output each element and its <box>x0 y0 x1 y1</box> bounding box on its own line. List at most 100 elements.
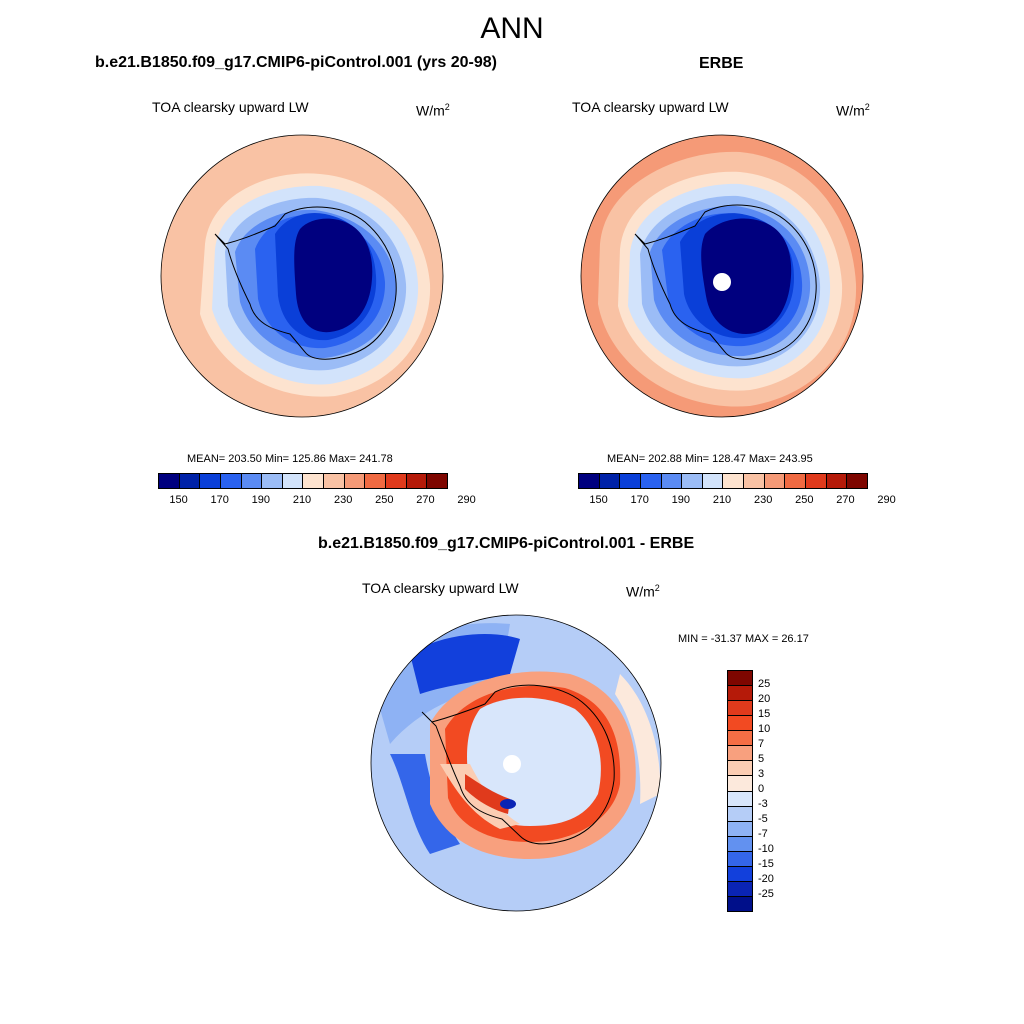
colorbar-swatch <box>728 896 752 911</box>
panel-2-variable: TOA clearsky upward LW <box>572 99 729 115</box>
antarctic-coastline <box>421 684 615 845</box>
colorbar-swatch <box>785 474 807 488</box>
colorbar-tick-label: -10 <box>758 843 774 855</box>
colorbar-swatch <box>262 474 283 488</box>
colorbar-tick-label: 150 <box>169 494 188 506</box>
colorbar-swatch <box>386 474 407 488</box>
colorbar-swatch <box>764 474 786 488</box>
panel-3-units: W/m2 <box>626 583 660 600</box>
panel-3-polar-map <box>370 614 662 912</box>
colorbar-swatch <box>728 821 752 837</box>
colorbar-tick-label: 20 <box>758 693 771 705</box>
colorbar-tick-label: 3 <box>758 768 765 780</box>
colorbar-tick-label: 190 <box>671 494 691 506</box>
colorbar-tick-label: 270 <box>836 494 855 506</box>
panel-2-stats: MEAN= 202.88 Min= 128.47 Max= 243.95 <box>607 453 813 465</box>
panel-1-title: b.e21.B1850.f09_g17.CMIP6-piControl.001 … <box>95 54 497 71</box>
panel-2-units: W/m2 <box>836 102 870 119</box>
panel-1-colorbar-ticks: 150 170 190 210 230 250 270 290 <box>158 494 475 508</box>
colorbar-swatch <box>620 474 641 488</box>
antarctic-coastline <box>634 204 817 360</box>
colorbar-tick-label: -20 <box>758 873 774 885</box>
diff-pos-spot <box>465 774 510 814</box>
colorbar-swatch <box>728 776 752 792</box>
colorbar-tick-label: 170 <box>630 494 649 506</box>
colorbar-tick-label: 170 <box>210 494 229 506</box>
colorbar-swatch <box>728 851 752 867</box>
colorbar-tick-label: 25 <box>758 678 771 690</box>
colorbar-swatch <box>728 746 752 762</box>
colorbar-swatch <box>702 474 724 488</box>
panel-1-variable: TOA clearsky upward LW <box>152 99 309 115</box>
colorbar-swatch <box>728 806 752 822</box>
diff-right-margin <box>615 674 661 804</box>
colorbar-swatch <box>365 474 387 488</box>
diff-neg-strong <box>390 754 460 854</box>
colorbar-swatch <box>303 474 325 488</box>
contour-min <box>294 218 373 333</box>
colorbar-swatch <box>728 881 752 897</box>
contour-min <box>701 218 792 334</box>
panel-1-stats: MEAN= 203.50 Min= 125.86 Max= 241.78 <box>187 453 393 465</box>
colorbar-tick-label: 10 <box>758 723 771 735</box>
diff-neg-strong <box>410 634 520 694</box>
panel-2-colorbar-ticks: 150 170 190 210 230 250 270 290 <box>578 494 895 508</box>
panel-3-colorbar <box>727 670 753 912</box>
antarctic-coastline <box>214 206 397 360</box>
colorbar-tick-label: 7 <box>758 738 765 750</box>
colorbar-swatch <box>179 474 201 488</box>
pole-hole <box>503 755 521 773</box>
colorbar-swatch <box>599 474 621 488</box>
colorbar-tick-label: -25 <box>758 888 774 900</box>
diff-interior <box>467 697 601 826</box>
colorbar-tick-label: 290 <box>877 494 896 506</box>
colorbar-swatch <box>406 474 428 488</box>
panel-1-colorbar <box>158 473 448 489</box>
colorbar-tick-label: -5 <box>758 813 768 825</box>
panel-2-polar-map <box>580 134 864 418</box>
colorbar-tick-label: 0 <box>758 783 765 795</box>
colorbar-swatch <box>344 474 366 488</box>
figure-title: ANN <box>480 12 544 45</box>
colorbar-swatch <box>728 716 752 732</box>
colorbar-swatch <box>744 474 765 488</box>
panel-3-colorbar-ticks: 25 20 15 10 7 5 3 0 -3 -5 -7 -10 -15 -20 -25 <box>758 670 798 910</box>
colorbar-swatch <box>728 836 752 852</box>
colorbar-swatch <box>723 474 745 488</box>
colorbar-swatch <box>728 866 752 882</box>
colorbar-swatch <box>826 474 848 488</box>
colorbar-tick-label: -15 <box>758 858 774 870</box>
panel-1-units: W/m2 <box>416 102 450 119</box>
colorbar-swatch <box>324 474 345 488</box>
colorbar-tick-label: 230 <box>333 494 353 506</box>
diff-neg-spot <box>500 799 516 809</box>
colorbar-swatch <box>806 474 827 488</box>
colorbar-swatch <box>200 474 221 488</box>
colorbar-swatch <box>728 701 752 717</box>
colorbar-swatch <box>682 474 703 488</box>
colorbar-tick-label: -3 <box>758 798 768 810</box>
panel-3-variable: TOA clearsky upward LW <box>362 580 519 596</box>
colorbar-swatch <box>728 671 752 687</box>
colorbar-swatch <box>427 474 447 488</box>
colorbar-tick-label: 270 <box>416 494 435 506</box>
colorbar-swatch <box>728 791 752 807</box>
colorbar-swatch <box>728 731 752 747</box>
colorbar-swatch <box>640 474 662 488</box>
colorbar-swatch <box>159 474 180 488</box>
colorbar-tick-label: 15 <box>758 708 771 720</box>
pole-hole <box>713 273 731 291</box>
panel-3-title: b.e21.B1850.f09_g17.CMIP6-piControl.001 … <box>318 535 695 552</box>
panel-2-colorbar <box>578 473 868 489</box>
colorbar-swatch <box>241 474 263 488</box>
colorbar-tick-label: 250 <box>375 494 394 506</box>
colorbar-swatch <box>728 686 752 702</box>
colorbar-swatch <box>847 474 867 488</box>
colorbar-tick-label: 210 <box>712 494 732 506</box>
colorbar-tick-label: 190 <box>251 494 271 506</box>
panel-1-polar-map <box>160 134 444 418</box>
panel-2-title: ERBE <box>699 55 744 72</box>
colorbar-swatch <box>661 474 683 488</box>
panel-3-stats: MIN = -31.37 MAX = 26.17 <box>678 633 809 645</box>
colorbar-swatch <box>220 474 242 488</box>
